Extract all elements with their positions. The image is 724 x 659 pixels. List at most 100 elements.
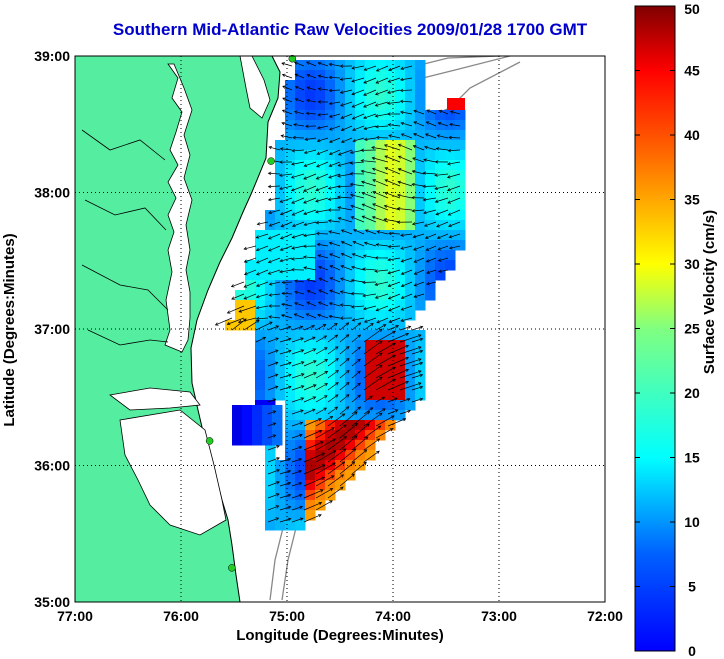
velocity-cell (365, 360, 376, 371)
velocity-cell (305, 150, 316, 161)
velocity-vector (267, 481, 280, 487)
velocity-cell (395, 70, 406, 81)
velocity-cell (455, 240, 466, 251)
velocity-vector-head (255, 235, 260, 239)
velocity-vector-head (350, 278, 355, 283)
velocity-cell (355, 200, 366, 211)
velocity-cell (395, 230, 406, 241)
velocity-vector (306, 61, 317, 67)
velocity-vector-head (395, 325, 400, 329)
velocity-vector (423, 197, 437, 201)
velocity-vector-head (346, 370, 350, 374)
velocity-vector (327, 370, 339, 379)
velocity-vector-head (303, 200, 307, 204)
velocity-vector-head (318, 289, 322, 293)
velocity-cell (385, 90, 396, 101)
velocity-vector (447, 173, 461, 178)
velocity-cell (335, 470, 346, 481)
velocity-cell (285, 240, 296, 251)
velocity-vector-head (405, 380, 410, 385)
velocity-vector-head (392, 378, 396, 382)
velocity-cell (285, 230, 296, 241)
velocity-vector (340, 113, 353, 119)
velocity-vector (238, 305, 257, 313)
velocity-cell (245, 270, 256, 281)
velocity-vector (306, 112, 317, 115)
velocity-cell (295, 190, 306, 201)
velocity-vector (411, 398, 423, 403)
velocity-vector-head (447, 187, 451, 192)
velocity-vector (384, 144, 401, 151)
velocity-vector (303, 409, 316, 415)
velocity-cell (335, 80, 346, 91)
velocity-cell (375, 390, 386, 401)
velocity-cell (275, 160, 286, 171)
velocity-vector-head (384, 191, 388, 196)
velocity-vector (351, 65, 365, 69)
velocity-vector (279, 470, 291, 475)
velocity-vector-head (397, 168, 402, 172)
velocity-cell (395, 320, 406, 331)
velocity-vector (243, 320, 260, 331)
velocity-cell (272, 405, 283, 416)
velocity-vector-head (335, 382, 339, 386)
velocity-cell (365, 310, 376, 321)
velocity-vector (375, 101, 389, 106)
velocity-vector-head (300, 337, 304, 341)
velocity-cell (435, 200, 446, 211)
velocity-vector-head (400, 110, 404, 115)
velocity-cell (285, 80, 296, 91)
velocity-cell (315, 170, 326, 181)
velocity-cell (345, 190, 356, 201)
velocity-vector-head (399, 77, 404, 82)
velocity-vector-head (343, 436, 348, 440)
velocity-vector (387, 409, 398, 415)
velocity-vector-head (315, 187, 320, 192)
velocity-cell (335, 380, 346, 391)
velocity-vector (351, 279, 365, 283)
velocity-cell (335, 250, 346, 261)
velocity-vector-head (361, 203, 366, 207)
velocity-vector (318, 266, 329, 271)
velocity-vector (350, 205, 365, 211)
velocity-vector-head (411, 209, 416, 213)
velocity-vector-head (339, 316, 344, 320)
velocity-cell (295, 130, 306, 141)
velocity-vector-head (388, 231, 392, 236)
velocity-cell (295, 290, 306, 301)
velocity-vector-head (276, 469, 280, 473)
velocity-vector (305, 137, 317, 140)
velocity-cell (335, 430, 346, 441)
velocity-cell (325, 450, 336, 461)
velocity-cell (295, 160, 306, 171)
velocity-cell (315, 110, 326, 121)
velocity-vector (316, 233, 329, 235)
velocity-vector-head (255, 260, 260, 264)
velocity-vector-head (243, 318, 247, 322)
velocity-vector-head (388, 134, 392, 138)
velocity-vector (362, 203, 377, 211)
velocity-vector-head (370, 323, 374, 327)
velocity-cell (315, 350, 326, 361)
velocity-vector (364, 317, 377, 323)
velocity-cell (285, 450, 296, 461)
velocity-vector-head (363, 137, 368, 141)
velocity-cell (335, 260, 346, 271)
velocity-cell (395, 210, 406, 221)
velocity-cell (315, 500, 326, 511)
velocity-cell (385, 80, 396, 91)
velocity-cell (325, 340, 336, 351)
velocity-cell (335, 120, 346, 131)
velocity-vector-head (340, 474, 345, 478)
velocity-vector-head (413, 133, 417, 137)
velocity-vector-head (315, 231, 320, 236)
velocity-vector (437, 135, 449, 139)
velocity-cell (285, 430, 296, 441)
velocity-vector-head (287, 493, 292, 498)
velocity-vector (375, 396, 385, 403)
velocity-vector-head (376, 320, 380, 324)
velocity-cell (365, 330, 376, 341)
velocity-cell (285, 410, 296, 421)
velocity-cell (345, 70, 356, 81)
velocity-vector-head (226, 321, 231, 326)
